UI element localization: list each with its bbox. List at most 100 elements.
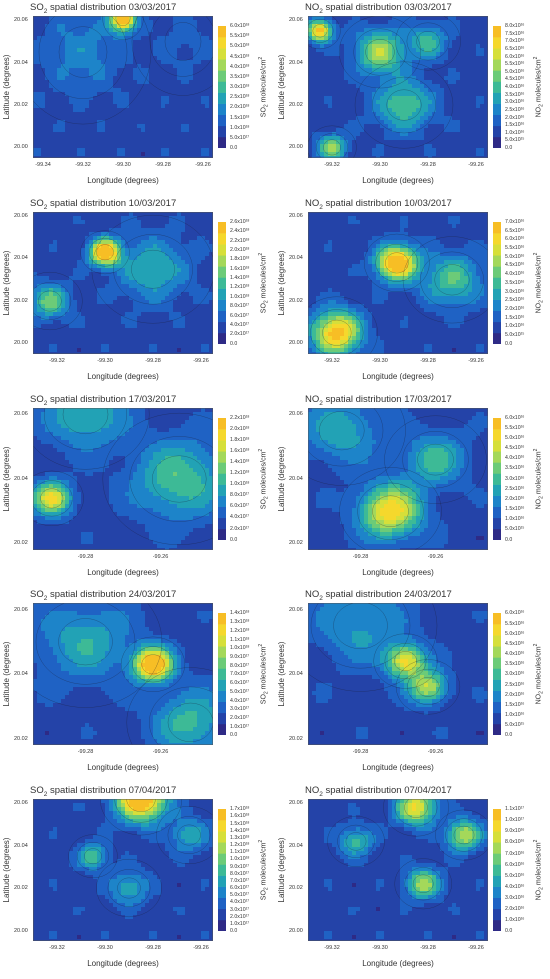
- heatmap-cell: [33, 335, 38, 341]
- heatmap-cell: [424, 56, 429, 61]
- heatmap-cell: [189, 351, 194, 354]
- heatmap-cell: [61, 148, 66, 153]
- heatmap-cell: [181, 152, 186, 157]
- heatmap-cell: [73, 315, 78, 321]
- heatmap-cell: [145, 156, 150, 158]
- heatmap-cell: [316, 28, 321, 33]
- heatmap-cell: [129, 227, 134, 233]
- heatmap-cell: [93, 116, 98, 121]
- heatmap-cell: [312, 148, 317, 153]
- heatmap-cell: [173, 96, 178, 101]
- heatmap-cell: [209, 60, 213, 65]
- heatmap-cell: [201, 40, 206, 45]
- heatmap-cell: [209, 112, 213, 117]
- heatmap-cell: [109, 263, 114, 269]
- heatmap-cell: [344, 24, 349, 29]
- heatmap-cell: [372, 40, 377, 45]
- heatmap-cell: [85, 211, 90, 217]
- heatmap-cell: [133, 315, 138, 321]
- heatmap-cell: [141, 104, 146, 109]
- y-axis-label: Latitude (degrees): [277, 54, 286, 120]
- heatmap-cell: [165, 215, 170, 221]
- heatmap-cell: [165, 323, 170, 329]
- x-tick-label: -99.28: [155, 162, 171, 168]
- heatmap-cell: [181, 263, 186, 269]
- heatmap-cell: [129, 64, 134, 69]
- heatmap-cell: [41, 247, 46, 253]
- heatmap-cell: [93, 211, 98, 217]
- chart-panel: SO2 spatial distribution 03/03/2017 20.06…: [0, 0, 275, 196]
- heatmap-cell: [404, 124, 409, 129]
- contour-line: [372, 76, 436, 134]
- heatmap-cell: [113, 128, 118, 133]
- heatmap-cell: [37, 40, 42, 45]
- heatmap-cell: [53, 100, 58, 105]
- heatmap-cell: [364, 76, 369, 81]
- heatmap-cell: [81, 60, 86, 65]
- heatmap-cell: [101, 351, 106, 354]
- heatmap-cell: [33, 108, 38, 113]
- heatmap-cell: [149, 136, 154, 141]
- heatmap-cell: [193, 132, 198, 137]
- heatmap-cell: [181, 307, 186, 313]
- heatmap-cell: [53, 303, 58, 309]
- heatmap-cell: [85, 152, 90, 157]
- heatmap-cell: [324, 36, 329, 41]
- heatmap-cell: [141, 255, 146, 261]
- heatmap-cell: [181, 247, 186, 253]
- heatmap-cell: [133, 287, 138, 293]
- heatmap-cell: [37, 351, 42, 354]
- heatmap-cell: [360, 96, 365, 101]
- heatmap-cell: [484, 136, 488, 141]
- heatmap-cell: [348, 28, 353, 33]
- heatmap-cell: [384, 136, 389, 141]
- heatmap-cell: [53, 24, 58, 29]
- heatmap-cell: [161, 120, 166, 125]
- heatmap-cell: [376, 92, 381, 97]
- heatmap-cell: [205, 132, 210, 137]
- heatmap-cell: [165, 327, 170, 333]
- heatmap-cell: [89, 28, 94, 33]
- heatmap-cell: [57, 315, 62, 321]
- heatmap-cell: [121, 140, 126, 145]
- heatmap-cell: [181, 251, 186, 257]
- heatmap-cell: [360, 124, 365, 129]
- heatmap-cell: [109, 331, 114, 337]
- heatmap-cell: [137, 327, 142, 333]
- heatmap-cell: [133, 331, 138, 337]
- heatmap-cell: [448, 76, 453, 81]
- heatmap-cell: [412, 20, 417, 25]
- heatmap-cell: [33, 283, 38, 289]
- heatmap-cell: [428, 84, 433, 89]
- heatmap-cell: [352, 120, 357, 125]
- heatmap-cell: [157, 259, 162, 265]
- heatmap-cell: [41, 108, 46, 113]
- heatmap-cell: [185, 40, 190, 45]
- colorbar-segment: [493, 37, 501, 49]
- heatmap-cell: [456, 48, 461, 53]
- heatmap-cell: [376, 64, 381, 69]
- heatmap-cell: [49, 36, 54, 41]
- heatmap-cell: [169, 16, 174, 21]
- heatmap-cell: [472, 148, 477, 153]
- heatmap-cell: [448, 20, 453, 25]
- heatmap-cell: [456, 72, 461, 77]
- heatmap-cell: [440, 96, 445, 101]
- colorbar-tick-label: 6.5x10¹⁶: [505, 45, 525, 52]
- heatmap-cell: [69, 291, 74, 297]
- heatmap-cell: [129, 88, 134, 93]
- heatmap-cell: [344, 144, 349, 149]
- heatmap-cell: [77, 108, 82, 113]
- heatmap-cell: [37, 16, 42, 21]
- heatmap-cell: [400, 112, 405, 117]
- heatmap-cell: [61, 335, 66, 341]
- heatmap-cell: [440, 132, 445, 137]
- heatmap-cell: [57, 223, 62, 229]
- colorbar-segment: [218, 103, 226, 116]
- heatmap-cell: [476, 156, 481, 158]
- heatmap-cell: [133, 235, 138, 241]
- heatmap-cell: [97, 96, 102, 101]
- heatmap-cell: [89, 231, 94, 237]
- heatmap-cell: [205, 219, 210, 225]
- heatmap-cell: [372, 140, 377, 145]
